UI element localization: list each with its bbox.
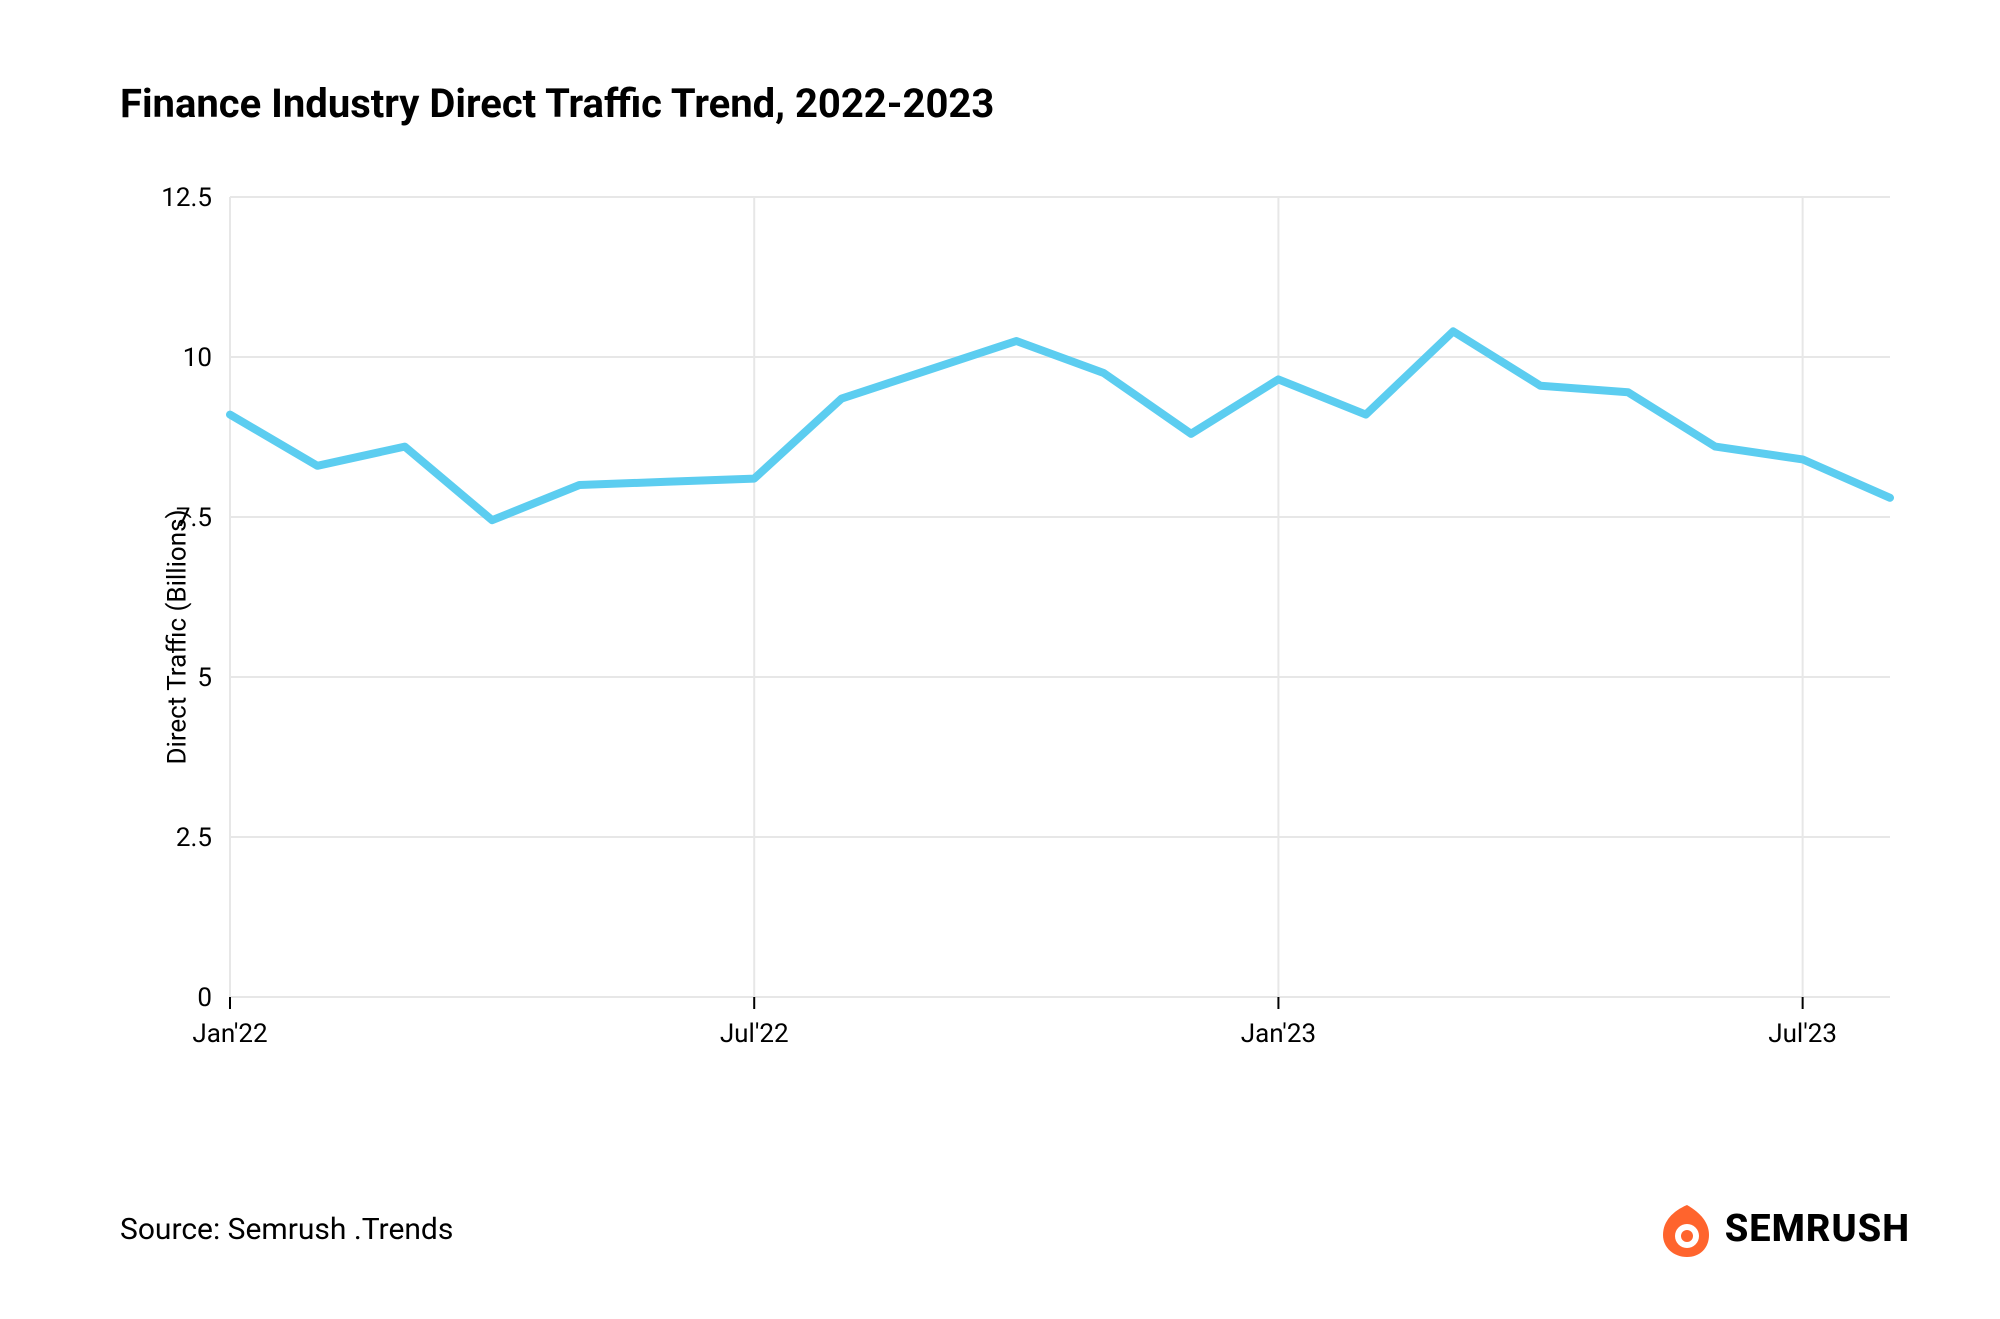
semrush-logo: SEMRUSH — [1653, 1199, 1910, 1259]
line-chart-svg: 02.557.51012.5Jan'22Jul'22Jan'23Jul'23 — [120, 187, 1900, 1087]
svg-text:Jan'22: Jan'22 — [192, 1019, 267, 1049]
chart-title: Finance Industry Direct Traffic Trend, 2… — [120, 80, 1910, 127]
svg-text:Jan'23: Jan'23 — [1241, 1019, 1316, 1049]
svg-text:5: 5 — [197, 663, 212, 693]
chart-area: Direct Traffic (Billions) 02.557.51012.5… — [120, 187, 1900, 1087]
source-text: Source: Semrush .Trends — [120, 1212, 453, 1247]
svg-text:2.5: 2.5 — [176, 823, 212, 853]
svg-text:12.5: 12.5 — [161, 187, 212, 213]
chart-container: Finance Industry Direct Traffic Trend, 2… — [0, 0, 2000, 1319]
logo-text: SEMRUSH — [1725, 1207, 1910, 1251]
flame-icon — [1653, 1199, 1713, 1259]
y-axis-label: Direct Traffic (Billions) — [163, 509, 193, 764]
footer: Source: Semrush .Trends SEMRUSH — [120, 1199, 1910, 1259]
svg-text:0: 0 — [197, 983, 212, 1013]
svg-text:10: 10 — [183, 343, 212, 373]
svg-text:Jul'22: Jul'22 — [720, 1019, 789, 1049]
svg-text:Jul'23: Jul'23 — [1768, 1019, 1837, 1049]
